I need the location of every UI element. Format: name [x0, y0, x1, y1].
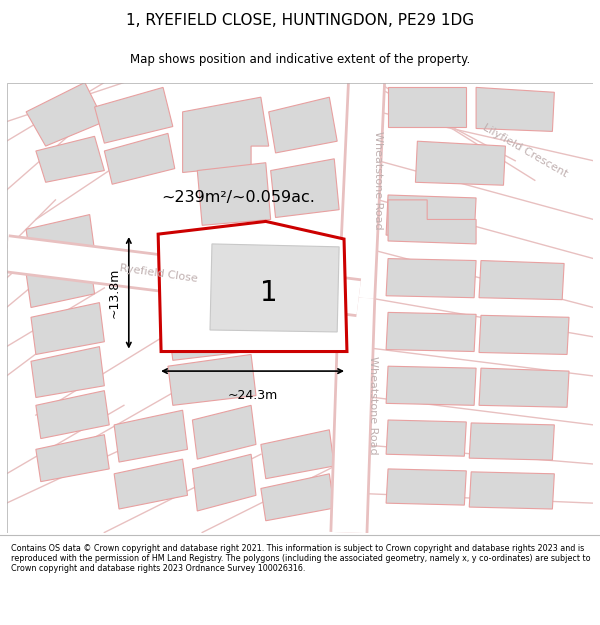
Polygon shape — [26, 214, 95, 264]
Polygon shape — [386, 420, 466, 456]
Polygon shape — [193, 454, 256, 511]
Polygon shape — [31, 347, 104, 398]
Polygon shape — [476, 88, 554, 131]
Text: Wheatstone Road: Wheatstone Road — [368, 356, 379, 454]
Text: Wheatstone Road: Wheatstone Road — [373, 131, 383, 229]
Polygon shape — [415, 141, 505, 185]
Polygon shape — [26, 259, 95, 308]
Polygon shape — [197, 162, 271, 226]
Polygon shape — [261, 430, 334, 479]
Polygon shape — [469, 472, 554, 509]
Polygon shape — [36, 391, 109, 439]
Text: 1, RYEFIELD CLOSE, HUNTINGDON, PE29 1DG: 1, RYEFIELD CLOSE, HUNTINGDON, PE29 1DG — [126, 13, 474, 28]
Text: 1: 1 — [260, 279, 278, 307]
Polygon shape — [168, 266, 256, 318]
Polygon shape — [36, 136, 104, 182]
Polygon shape — [479, 261, 564, 299]
Text: ~24.3m: ~24.3m — [227, 389, 278, 402]
Text: ~13.8m: ~13.8m — [108, 268, 121, 318]
Text: Contains OS data © Crown copyright and database right 2021. This information is : Contains OS data © Crown copyright and d… — [11, 544, 590, 573]
Polygon shape — [386, 366, 476, 406]
Polygon shape — [193, 406, 256, 459]
Text: Map shows position and indicative extent of the property.: Map shows position and indicative extent… — [130, 53, 470, 66]
Polygon shape — [168, 309, 256, 361]
Polygon shape — [386, 259, 476, 298]
Polygon shape — [104, 133, 175, 184]
Polygon shape — [386, 312, 476, 351]
Text: Lilyfield Crescent: Lilyfield Crescent — [481, 122, 569, 179]
Polygon shape — [388, 200, 476, 244]
Text: ~239m²/~0.059ac.: ~239m²/~0.059ac. — [161, 190, 315, 205]
Polygon shape — [114, 410, 187, 462]
Polygon shape — [386, 195, 476, 237]
Polygon shape — [31, 302, 104, 354]
Polygon shape — [210, 244, 339, 332]
Polygon shape — [36, 434, 109, 482]
Text: Ryefield Close: Ryefield Close — [119, 263, 198, 284]
Polygon shape — [261, 474, 334, 521]
Polygon shape — [182, 97, 269, 172]
Polygon shape — [95, 88, 173, 143]
Polygon shape — [479, 368, 569, 408]
Polygon shape — [271, 159, 339, 218]
Polygon shape — [26, 82, 104, 146]
Polygon shape — [479, 316, 569, 354]
Polygon shape — [168, 354, 256, 406]
Polygon shape — [386, 469, 466, 505]
Polygon shape — [269, 97, 337, 153]
Polygon shape — [469, 423, 554, 460]
Polygon shape — [388, 88, 466, 126]
Polygon shape — [114, 459, 187, 509]
Polygon shape — [158, 221, 347, 351]
